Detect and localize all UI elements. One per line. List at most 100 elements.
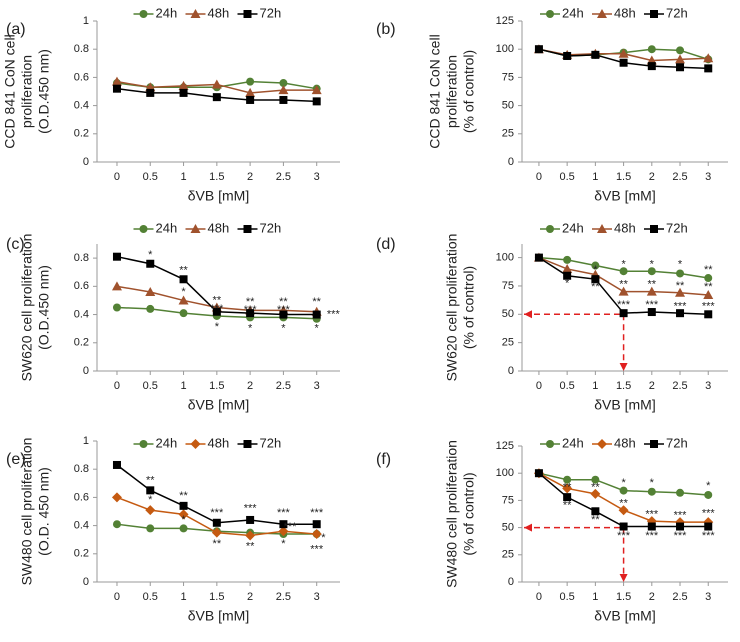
marker bbox=[179, 501, 188, 510]
significance-mark: *** bbox=[277, 304, 291, 316]
legend-label: 24h bbox=[156, 220, 178, 235]
x-tick-label: 0.5 bbox=[143, 380, 158, 392]
legend-label: 72h bbox=[666, 435, 688, 450]
ref-arrow-head bbox=[524, 310, 532, 319]
x-tick-label: 0 bbox=[536, 171, 542, 183]
y-axis-title-line: (% of control) bbox=[461, 50, 477, 133]
x-tick-label: 2 bbox=[649, 380, 655, 392]
significance-mark: ** bbox=[312, 296, 321, 308]
legend-marker bbox=[650, 440, 658, 448]
y-tick-label: 100 bbox=[496, 252, 514, 264]
marker bbox=[590, 488, 601, 499]
y-tick-label: 0.6 bbox=[74, 491, 89, 503]
marker bbox=[312, 310, 321, 319]
marker bbox=[619, 522, 628, 531]
y-tick-label: 25 bbox=[502, 128, 514, 140]
y-axis-title-line: (% of control) bbox=[461, 266, 477, 349]
significance-mark: *** bbox=[210, 507, 224, 519]
significance-mark: * bbox=[315, 323, 320, 335]
legend-label: 24h bbox=[562, 435, 584, 450]
y-axis-title: SW620 cell proliferation (% of control) bbox=[444, 234, 477, 382]
marker bbox=[676, 46, 685, 55]
legend-marker bbox=[190, 224, 201, 233]
marker bbox=[146, 259, 155, 268]
x-tick-label: 1 bbox=[180, 591, 186, 603]
legend-label: 48h bbox=[208, 220, 230, 235]
y-axis-title-line: CCD 841 CoN cell bbox=[427, 34, 443, 148]
y-tick-label: 0.2 bbox=[74, 128, 89, 140]
x-tick-label: 0.5 bbox=[560, 380, 575, 392]
marker bbox=[704, 490, 713, 499]
marker bbox=[534, 45, 543, 54]
marker bbox=[178, 80, 189, 90]
y-axis-title: CCD 841 CoN cell proliferation (O.D.450 nm… bbox=[2, 34, 52, 148]
significance-mark: * bbox=[181, 514, 186, 526]
panel-label: (d) bbox=[376, 236, 396, 253]
significance-mark: * bbox=[650, 258, 655, 270]
significance-mark: ** bbox=[648, 279, 657, 291]
legend-marker bbox=[650, 225, 658, 233]
legend-label: 24h bbox=[156, 435, 178, 450]
significance-mark: ** bbox=[179, 265, 188, 277]
significance-mark: ** bbox=[246, 296, 255, 308]
x-tick-label: 2.5 bbox=[672, 380, 687, 392]
marker bbox=[311, 529, 322, 540]
marker bbox=[618, 286, 629, 296]
y-tick-label: 50 bbox=[502, 100, 514, 112]
x-tick-label: 3 bbox=[314, 380, 320, 392]
significance-mark: *** bbox=[284, 521, 298, 533]
legend-label: 72h bbox=[260, 5, 282, 20]
y-axis-title-line: (O.D. 450 nm) bbox=[36, 467, 52, 556]
x-tick-label: 0 bbox=[114, 591, 120, 603]
x-tick-label: 1.5 bbox=[616, 380, 631, 392]
significance-mark: *** bbox=[277, 507, 291, 519]
marker bbox=[676, 309, 685, 318]
marker bbox=[245, 530, 256, 541]
legend-label: 24h bbox=[562, 220, 584, 235]
x-axis-title: δVB [mM] bbox=[594, 188, 655, 204]
significance-mark: ** bbox=[704, 281, 713, 293]
y-tick-label: 0.4 bbox=[74, 308, 89, 320]
marker bbox=[178, 295, 189, 305]
x-tick-label: 1.5 bbox=[209, 171, 224, 183]
significance-mark: *** bbox=[674, 530, 688, 542]
significance-mark: * bbox=[181, 286, 186, 298]
y-tick-label: 75 bbox=[502, 280, 514, 292]
marker bbox=[212, 518, 221, 527]
ref-arrow-head bbox=[619, 574, 628, 582]
significance-mark: * bbox=[593, 264, 598, 276]
significance-mark: ** bbox=[213, 294, 222, 306]
y-axis-title-line: SW620 cell proliferation bbox=[444, 234, 460, 382]
x-tick-label: 3 bbox=[314, 591, 320, 603]
significance-mark: ** bbox=[619, 498, 628, 510]
x-tick-label: 1.5 bbox=[616, 591, 631, 603]
x-tick-label: 0 bbox=[114, 380, 120, 392]
significance-mark: *** bbox=[244, 304, 258, 316]
x-tick-label: 0.5 bbox=[560, 171, 575, 183]
marker bbox=[647, 308, 656, 317]
x-tick-label: 3 bbox=[314, 171, 320, 183]
significance-mark: * bbox=[281, 538, 286, 550]
significance-mark: ** bbox=[704, 264, 713, 276]
y-axis-title: SW480 cell proliferation (% of control) bbox=[444, 440, 477, 588]
significance-mark: *** bbox=[327, 308, 341, 320]
y-axis-title-line: (O.D.450 nm) bbox=[36, 265, 52, 350]
marker bbox=[112, 252, 121, 261]
legend-label: 48h bbox=[208, 5, 230, 20]
marker bbox=[112, 460, 121, 469]
x-axis-title: δVB [mM] bbox=[188, 608, 249, 624]
marker bbox=[278, 85, 289, 95]
marker bbox=[246, 95, 255, 104]
marker bbox=[534, 469, 543, 478]
x-tick-label: 0 bbox=[114, 171, 120, 183]
marker bbox=[111, 492, 122, 503]
marker bbox=[146, 88, 155, 97]
marker bbox=[704, 64, 713, 73]
x-tick-label: 1 bbox=[592, 380, 598, 392]
significance-mark: * bbox=[621, 258, 626, 270]
y-tick-label: 0.8 bbox=[74, 463, 89, 475]
significance-mark: ** bbox=[246, 541, 255, 553]
x-tick-label: 2 bbox=[247, 380, 253, 392]
legend-label: 48h bbox=[614, 435, 636, 450]
